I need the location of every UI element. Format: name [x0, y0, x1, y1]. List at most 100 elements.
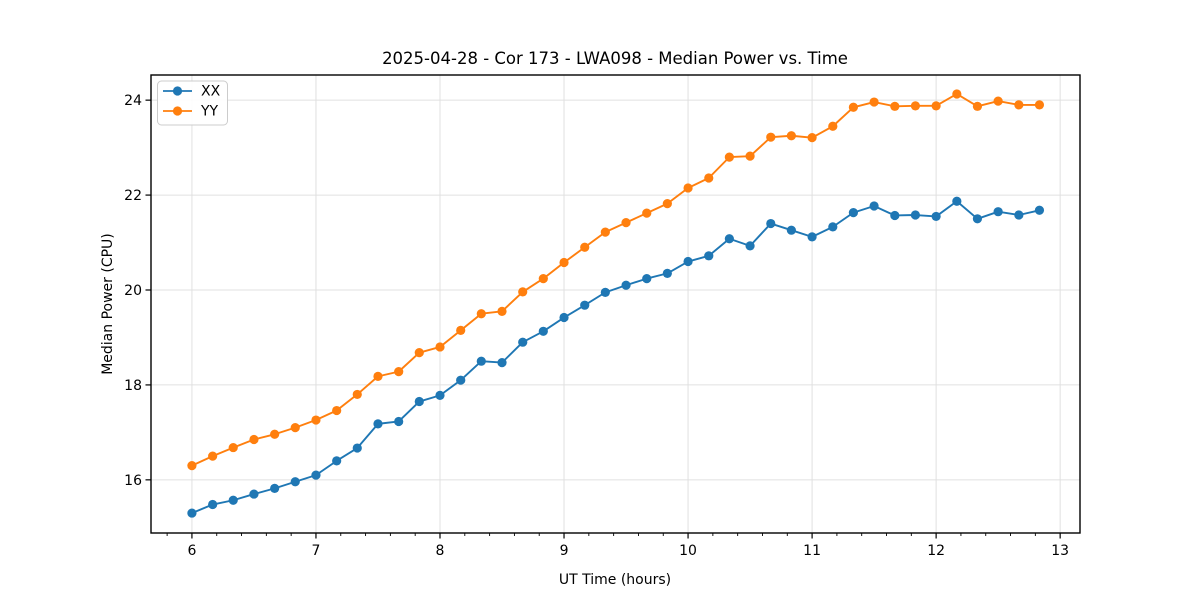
data-point-xx — [786, 225, 796, 235]
data-point-yy — [910, 101, 921, 111]
data-point-yy — [766, 132, 776, 142]
data-point-yy — [952, 89, 962, 99]
data-point-yy — [993, 96, 1003, 106]
data-point-yy — [290, 423, 300, 433]
data-point-yy — [890, 101, 900, 111]
data-point-xx — [208, 499, 218, 510]
y-tick-label-16: 16 — [124, 473, 142, 489]
data-point-xx — [249, 489, 259, 499]
x-tick-label-10: 10 — [679, 543, 697, 559]
legend-label-xx: XX — [201, 84, 221, 100]
data-point-xx — [766, 218, 776, 229]
data-point-yy — [621, 218, 631, 228]
series-layer — [187, 89, 1045, 518]
data-point-xx — [662, 268, 672, 278]
data-point-yy — [683, 183, 693, 193]
data-point-xx — [497, 358, 507, 368]
data-point-xx — [848, 208, 858, 218]
data-point-yy — [497, 306, 507, 316]
data-point-yy — [456, 325, 466, 335]
data-point-xx — [559, 312, 569, 323]
data-point-yy — [476, 309, 486, 319]
data-point-yy — [249, 434, 259, 445]
data-point-yy — [724, 152, 734, 162]
data-point-xx — [228, 495, 238, 505]
data-point-xx — [538, 326, 548, 336]
x-tick-label-9: 9 — [560, 543, 569, 559]
data-point-xx — [1014, 210, 1024, 220]
legend-swatch-marker-xx — [172, 86, 183, 96]
data-point-yy — [208, 451, 218, 461]
data-point-xx — [373, 419, 383, 429]
data-point-xx — [476, 356, 486, 366]
data-point-yy — [394, 367, 404, 377]
data-point-xx — [952, 196, 962, 206]
plot-border — [150, 74, 1081, 534]
data-point-yy — [600, 227, 610, 237]
data-point-yy — [538, 274, 548, 284]
y-tick-label-24: 24 — [124, 93, 142, 109]
data-point-yy — [662, 199, 672, 209]
x-tick-label-7: 7 — [312, 543, 321, 559]
data-point-yy — [972, 101, 983, 111]
data-point-xx — [456, 375, 466, 385]
data-point-xx — [187, 508, 197, 518]
data-point-yy — [373, 371, 383, 381]
data-point-yy — [828, 121, 838, 131]
series-line-xx — [191, 200, 1040, 514]
x-tick-label-11: 11 — [803, 543, 821, 559]
data-point-yy — [1034, 100, 1045, 110]
data-point-yy — [642, 208, 652, 218]
data-point-xx — [621, 280, 631, 290]
data-point-xx — [745, 241, 755, 251]
y-tick-label-22: 22 — [124, 188, 142, 204]
x-axis-label: UT Time (hours) — [559, 572, 671, 588]
data-point-yy — [931, 101, 941, 111]
data-point-yy — [869, 97, 879, 107]
data-point-yy — [704, 173, 714, 183]
data-point-yy — [580, 242, 590, 252]
data-point-xx — [414, 396, 424, 407]
data-point-yy — [435, 342, 445, 352]
data-point-yy — [332, 405, 342, 416]
data-point-xx — [600, 287, 610, 297]
data-point-yy — [786, 131, 796, 141]
data-point-yy — [1014, 100, 1024, 110]
data-point-xx — [683, 256, 693, 267]
chart-title: 2025-04-28 - Cor 173 - LWA098 - Median P… — [382, 49, 848, 68]
data-point-xx — [311, 470, 321, 480]
data-point-xx — [394, 416, 404, 427]
data-point-xx — [435, 390, 445, 400]
data-point-xx — [910, 210, 921, 220]
tick-layer: 6 7 8 9 10 11 12 13 16 18 20 22 24 — [124, 93, 1069, 559]
data-point-yy — [352, 389, 362, 400]
data-point-yy — [311, 415, 321, 425]
data-point-xx — [290, 477, 300, 487]
data-point-yy — [414, 348, 424, 358]
data-point-yy — [270, 429, 280, 439]
y-tick-label-20: 20 — [124, 283, 142, 299]
data-point-xx — [580, 300, 590, 310]
x-tick-label-6: 6 — [187, 543, 196, 559]
series-line-yy — [191, 93, 1040, 467]
data-point-xx — [270, 483, 280, 493]
data-point-xx — [972, 214, 983, 224]
data-point-xx — [869, 201, 879, 211]
x-tick-label-8: 8 — [436, 543, 445, 559]
data-point-xx — [931, 211, 941, 222]
legend-swatch-marker-yy — [172, 106, 183, 116]
data-point-yy — [518, 287, 528, 297]
x-tick-label-12: 12 — [927, 543, 945, 559]
data-point-xx — [807, 232, 817, 242]
data-point-xx — [332, 456, 342, 466]
data-point-yy — [228, 442, 238, 453]
data-point-yy — [745, 151, 755, 161]
data-point-xx — [724, 234, 734, 244]
data-point-xx — [518, 337, 528, 347]
data-point-xx — [352, 443, 362, 453]
data-point-yy — [559, 257, 569, 268]
data-point-xx — [828, 222, 838, 232]
grid-layer — [151, 75, 1080, 533]
